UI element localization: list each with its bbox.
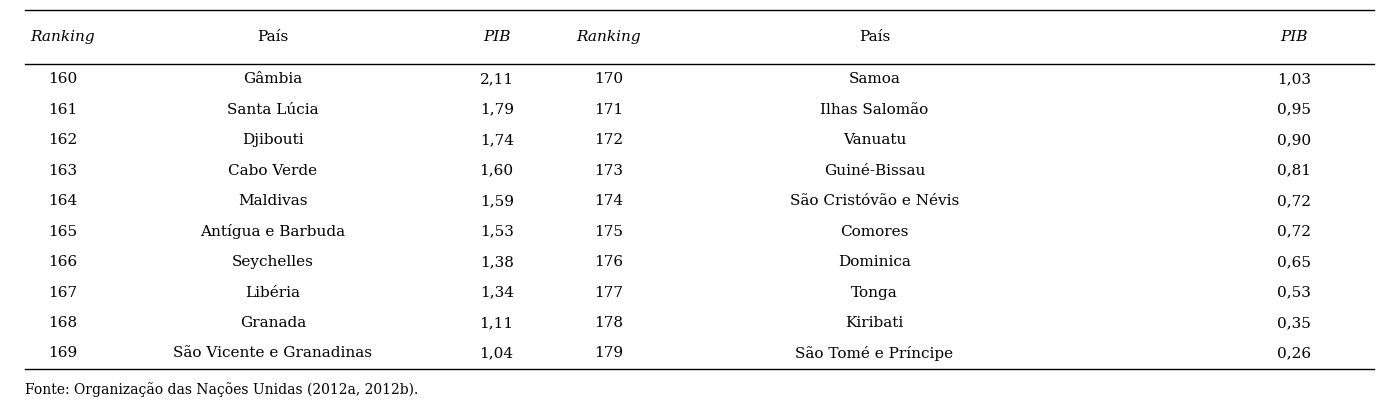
Text: Seychelles: Seychelles	[232, 255, 313, 269]
Text: 163: 163	[49, 164, 77, 178]
Text: 170: 170	[595, 72, 623, 86]
Text: 2,11: 2,11	[480, 72, 513, 86]
Text: 171: 171	[595, 103, 623, 117]
Text: 167: 167	[49, 286, 77, 300]
Text: 174: 174	[595, 194, 623, 208]
Text: Libéria: Libéria	[245, 286, 301, 300]
Text: 0,95: 0,95	[1277, 103, 1311, 117]
Text: País: País	[257, 30, 288, 44]
Text: São Tomé e Príncipe: São Tomé e Príncipe	[795, 346, 954, 361]
Text: 1,74: 1,74	[480, 133, 513, 147]
Text: 1,34: 1,34	[480, 286, 513, 300]
Text: 166: 166	[49, 255, 77, 269]
Text: 169: 169	[49, 346, 77, 360]
Text: Kiribati: Kiribati	[845, 316, 904, 330]
Text: Tonga: Tonga	[851, 286, 898, 300]
Text: 0,65: 0,65	[1277, 255, 1311, 269]
Text: 165: 165	[49, 225, 77, 239]
Text: Granada: Granada	[239, 316, 306, 330]
Text: Antígua e Barbuda: Antígua e Barbuda	[200, 224, 346, 239]
Text: 178: 178	[595, 316, 623, 330]
Text: Samoa: Samoa	[848, 72, 901, 86]
Text: 0,35: 0,35	[1277, 316, 1311, 330]
Text: 168: 168	[49, 316, 77, 330]
Text: 0,26: 0,26	[1277, 346, 1311, 360]
Text: Djibouti: Djibouti	[242, 133, 304, 147]
Text: Guiné-Bissau: Guiné-Bissau	[824, 164, 925, 178]
Text: 1,79: 1,79	[480, 103, 513, 117]
Text: 161: 161	[49, 103, 77, 117]
Text: São Cristóvão e Névis: São Cristóvão e Névis	[790, 194, 958, 208]
Text: Gâmbia: Gâmbia	[243, 72, 302, 86]
Text: País: País	[859, 30, 890, 44]
Text: 177: 177	[595, 286, 623, 300]
Text: PIB: PIB	[1280, 30, 1308, 44]
Text: 160: 160	[49, 72, 77, 86]
Text: São Vicente e Granadinas: São Vicente e Granadinas	[173, 346, 372, 360]
Text: 1,03: 1,03	[1277, 72, 1311, 86]
Text: 1,60: 1,60	[480, 164, 513, 178]
Text: Ranking: Ranking	[576, 30, 641, 44]
Text: Fonte: Organização das Nações Unidas (2012a, 2012b).: Fonte: Organização das Nações Unidas (20…	[25, 382, 418, 397]
Text: 1,59: 1,59	[480, 194, 513, 208]
Text: Ranking: Ranking	[31, 30, 95, 44]
Text: PIB: PIB	[483, 30, 511, 44]
Text: 179: 179	[595, 346, 623, 360]
Text: Maldivas: Maldivas	[238, 194, 308, 208]
Text: 176: 176	[595, 255, 623, 269]
Text: 173: 173	[595, 164, 623, 178]
Text: 0,53: 0,53	[1277, 286, 1311, 300]
Text: 0,72: 0,72	[1277, 194, 1311, 208]
Text: Ilhas Salomão: Ilhas Salomão	[820, 103, 929, 117]
Text: 0,90: 0,90	[1277, 133, 1311, 147]
Text: Cabo Verde: Cabo Verde	[228, 164, 318, 178]
Text: 162: 162	[49, 133, 77, 147]
Text: Santa Lúcia: Santa Lúcia	[227, 103, 319, 117]
Text: Comores: Comores	[841, 225, 908, 239]
Text: 164: 164	[49, 194, 77, 208]
Text: Dominica: Dominica	[838, 255, 911, 269]
Text: 1,04: 1,04	[480, 346, 513, 360]
Text: 1,11: 1,11	[480, 316, 513, 330]
Text: 1,38: 1,38	[480, 255, 513, 269]
Text: 0,81: 0,81	[1277, 164, 1311, 178]
Text: 175: 175	[595, 225, 623, 239]
Text: Vanuatu: Vanuatu	[842, 133, 907, 147]
Text: 1,53: 1,53	[480, 225, 513, 239]
Text: 172: 172	[595, 133, 623, 147]
Text: 0,72: 0,72	[1277, 225, 1311, 239]
